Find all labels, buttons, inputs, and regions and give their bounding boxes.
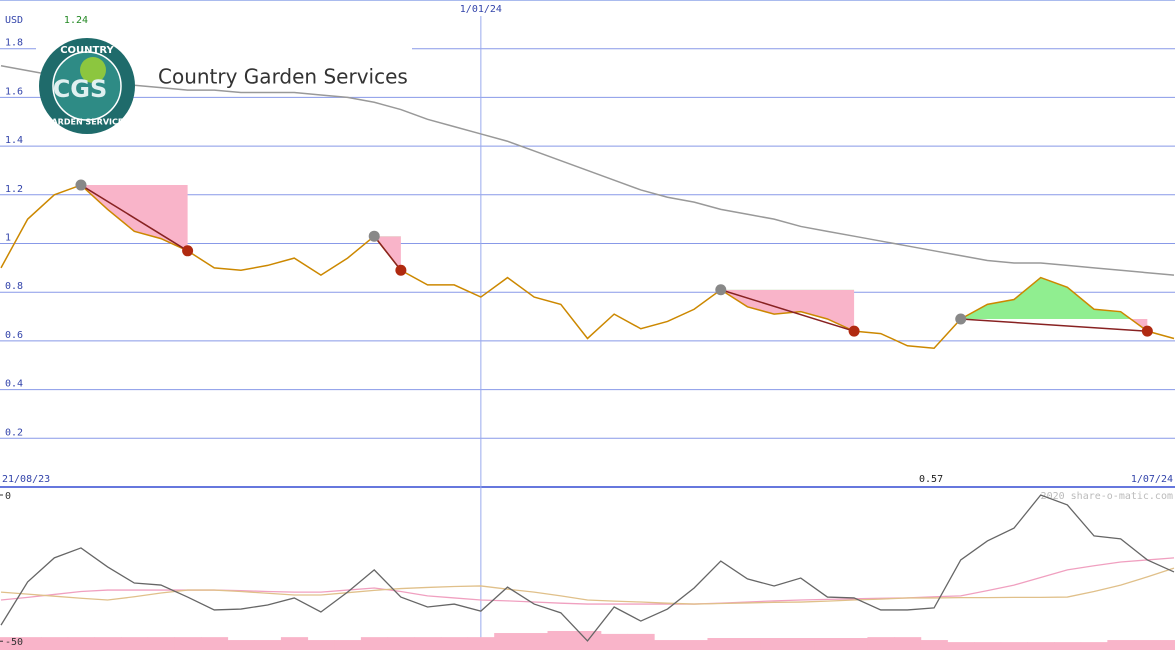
bar	[280, 637, 309, 650]
entry-dot	[955, 313, 967, 325]
logo-tree	[80, 57, 106, 83]
exit-dot	[182, 245, 194, 257]
bar	[680, 640, 708, 650]
bar	[254, 640, 282, 650]
bar	[1027, 642, 1055, 650]
watermark: 2020 share-o-matic.com	[1041, 491, 1173, 502]
bar	[67, 637, 95, 650]
bar	[974, 642, 1002, 650]
bar	[520, 633, 549, 650]
bar	[440, 637, 469, 650]
bar	[494, 633, 522, 650]
y-tick-label: 1.8	[5, 38, 23, 49]
bar	[174, 637, 202, 650]
bar	[0, 637, 15, 650]
bar	[1054, 642, 1082, 650]
bar	[334, 640, 362, 650]
bar	[947, 642, 975, 650]
bar	[307, 640, 335, 650]
logo: COUNTRY CGS GARDEN SERVICES	[39, 38, 135, 134]
high-label: 1.24	[64, 15, 88, 26]
bar	[1134, 640, 1162, 650]
bar	[120, 637, 149, 650]
trade-line	[373, 235, 402, 271]
bar	[894, 637, 922, 650]
low-label: 0.57	[919, 474, 943, 485]
x-tick-label: 1/01/24	[460, 4, 502, 15]
y-tick-label: 0.6	[5, 330, 23, 341]
x-tick-label: 21/08/23	[2, 474, 50, 485]
bar	[654, 640, 682, 650]
exit-dot	[1141, 325, 1153, 337]
trade-line	[80, 184, 189, 252]
entry-dot	[368, 230, 380, 242]
logo-top: COUNTRY	[60, 45, 114, 56]
bar	[1080, 642, 1108, 650]
trade-line	[720, 289, 855, 332]
y-tick-label: -50	[5, 637, 23, 648]
trade-gain-area	[960, 277, 1148, 319]
y-tick-label: 1.4	[5, 135, 23, 146]
bar	[40, 637, 69, 650]
y-tick-label: 0.8	[5, 281, 23, 292]
bar	[14, 637, 42, 650]
y-tick-label: 0.2	[5, 427, 23, 438]
bar	[867, 637, 895, 650]
y-tick-label: 1.2	[5, 184, 23, 195]
y-tick-label: 0	[5, 491, 11, 502]
series-line	[0, 494, 1175, 642]
bar	[734, 638, 762, 650]
trade-line	[960, 318, 1148, 332]
bar	[414, 637, 442, 650]
chart-title: Country Garden Services	[158, 65, 408, 89]
bar	[627, 633, 655, 650]
bar	[467, 637, 495, 650]
bar	[1107, 640, 1135, 650]
bar	[1160, 640, 1175, 650]
title-backdrop	[36, 42, 412, 54]
logo-middle: CGS	[53, 75, 108, 103]
bar	[387, 637, 415, 650]
bar	[227, 640, 255, 650]
y-tick-label: 0.4	[5, 379, 23, 390]
y-axis-label: USD	[5, 15, 23, 26]
y-tick-label: 1.6	[5, 86, 23, 97]
series-line	[0, 184, 1175, 349]
bar	[760, 638, 788, 650]
exit-dot	[848, 325, 860, 337]
bar	[707, 638, 735, 650]
x-tick-label: 1/07/24	[1131, 474, 1173, 485]
series-line	[0, 567, 1175, 605]
bar	[840, 638, 868, 650]
entry-dot	[75, 179, 87, 191]
bar	[147, 637, 175, 650]
logo-bottom: GARDEN SERVICES	[45, 118, 129, 127]
bar	[814, 638, 842, 650]
y-tick-label: 1	[5, 233, 11, 244]
entry-dot	[715, 284, 727, 296]
exit-dot	[395, 264, 407, 276]
bar	[547, 630, 575, 650]
series-line	[0, 65, 1175, 276]
bar	[94, 637, 122, 650]
bar	[920, 640, 948, 650]
bar	[360, 637, 389, 650]
bar	[600, 633, 628, 650]
bar	[1000, 642, 1028, 650]
bar	[200, 637, 229, 650]
bar	[787, 638, 815, 650]
